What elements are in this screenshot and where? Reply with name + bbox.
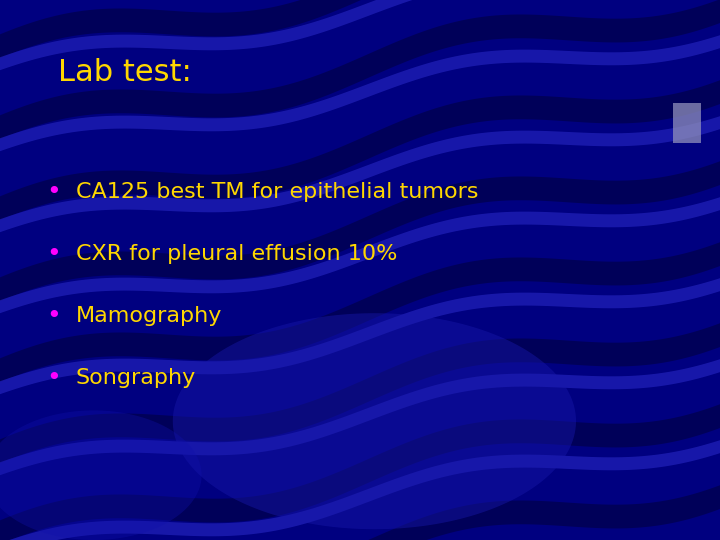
Bar xyxy=(673,103,701,143)
Text: Songraphy: Songraphy xyxy=(76,368,196,388)
Text: •: • xyxy=(47,304,61,328)
Text: •: • xyxy=(47,366,61,390)
Text: CA125 best TM for epithelial tumors: CA125 best TM for epithelial tumors xyxy=(76,181,478,202)
Polygon shape xyxy=(0,410,202,540)
Text: Mamography: Mamography xyxy=(76,306,222,326)
Text: CXR for pleural effusion 10%: CXR for pleural effusion 10% xyxy=(76,244,397,264)
Text: •: • xyxy=(47,180,61,204)
Polygon shape xyxy=(173,313,576,529)
Text: •: • xyxy=(47,242,61,266)
Text: Lab test:: Lab test: xyxy=(58,58,192,87)
